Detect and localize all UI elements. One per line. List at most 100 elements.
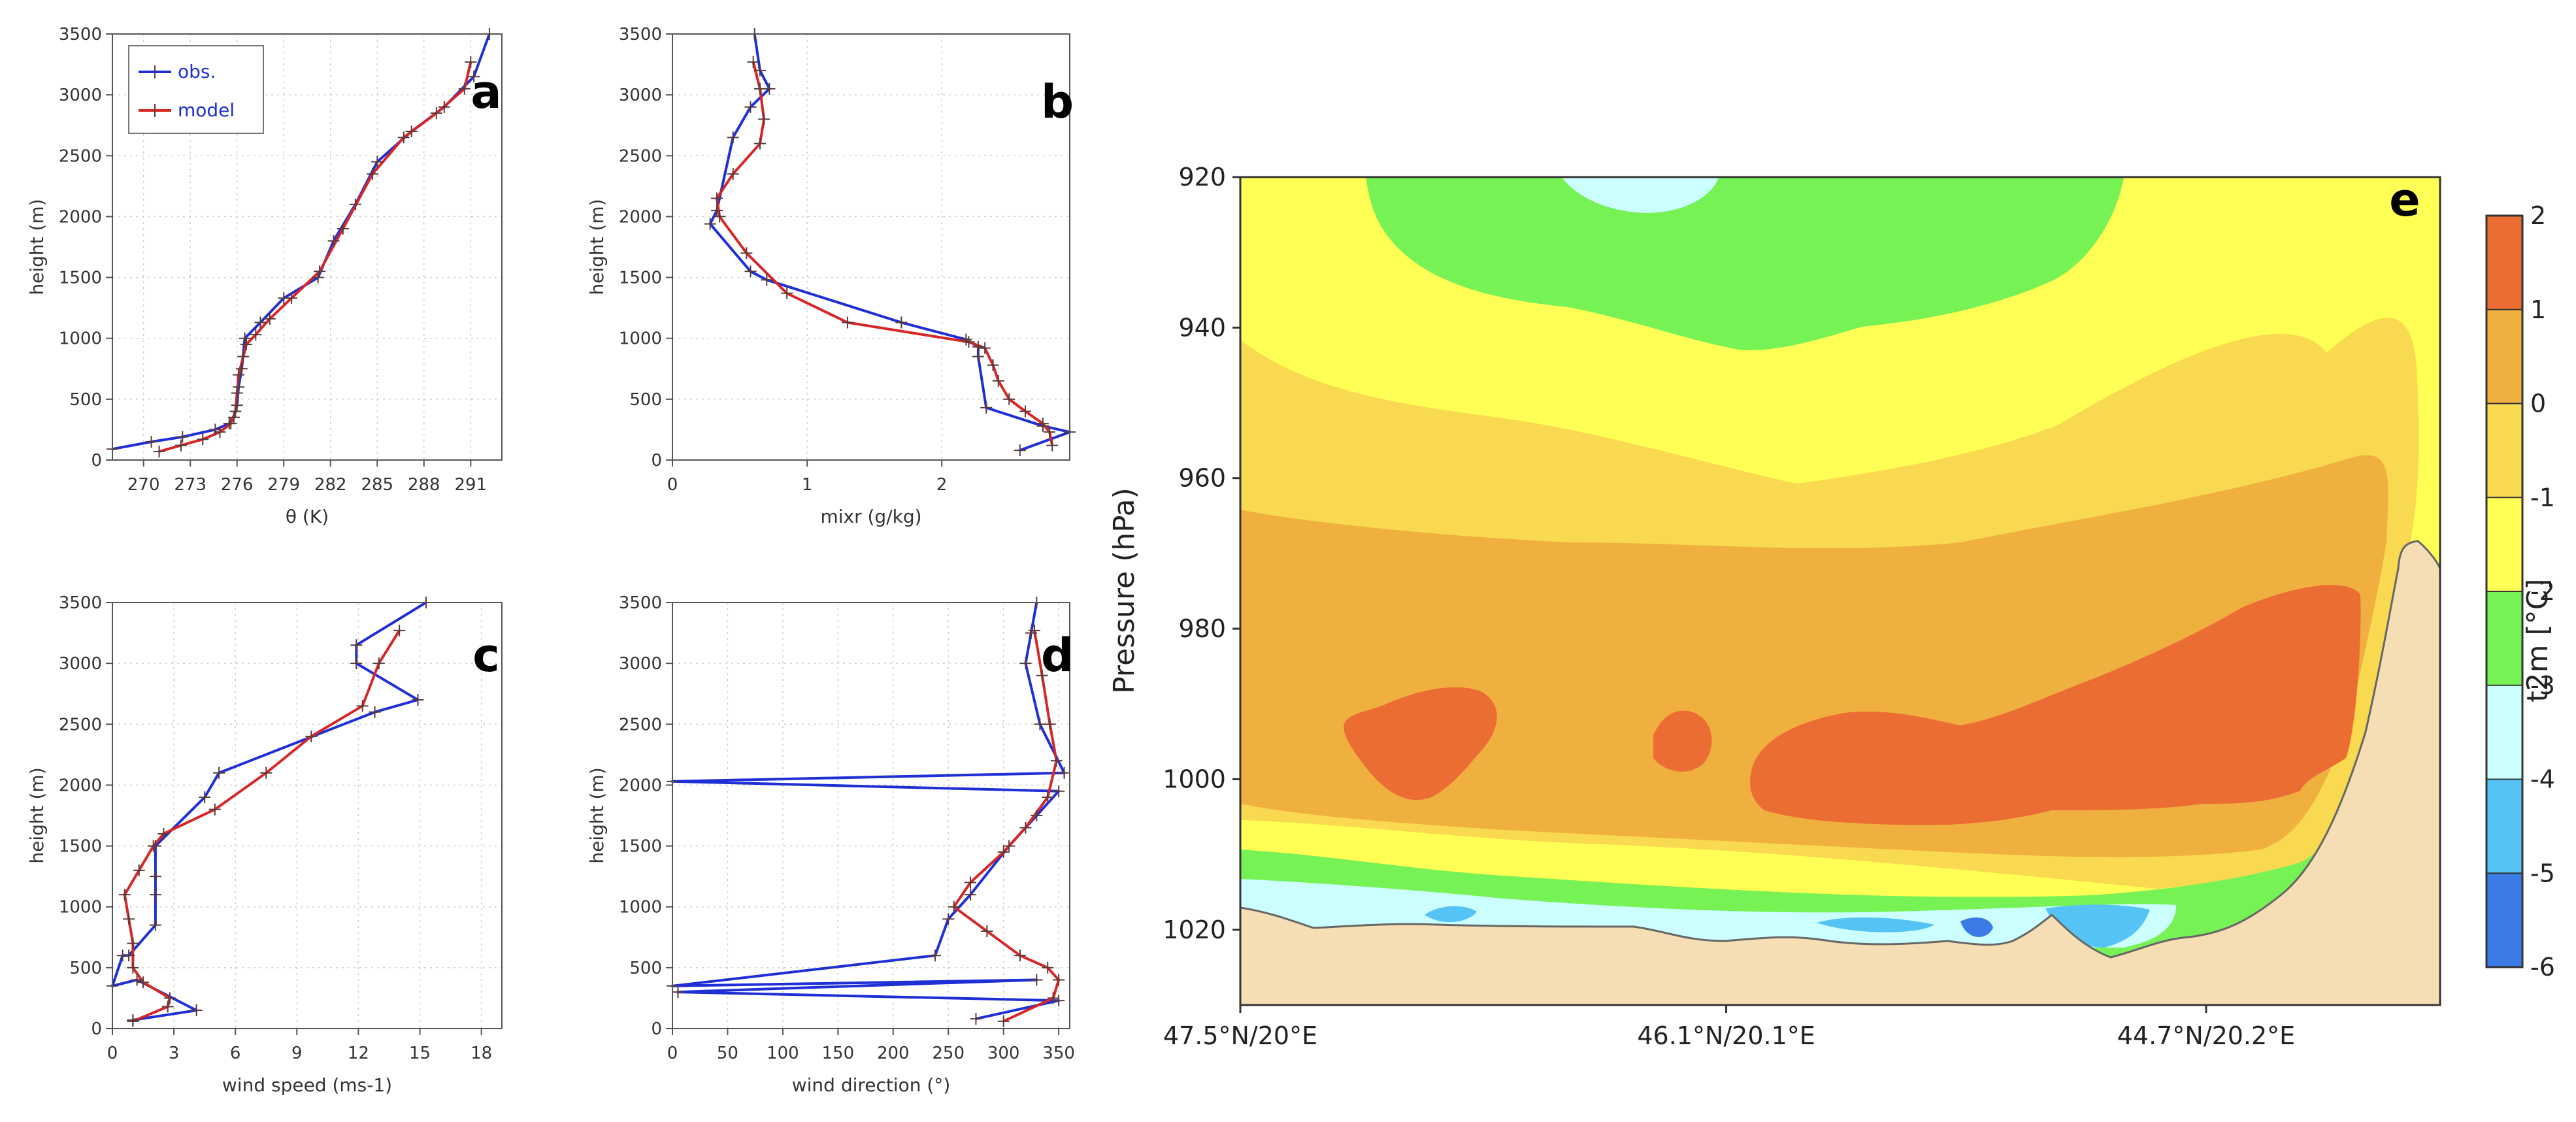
y-tick-labels: 0 500 1000 1500 2000 2500 3000 3500 [59,593,112,1039]
contour-band-minus6-to-minus5 [1960,917,1993,937]
y-tick-label: 2000 [59,776,102,795]
x-tick-label: 9 [291,1044,303,1063]
y-tick-label: 500 [69,390,102,410]
x-tick-label: 270 [127,475,160,495]
y-tick-label: 3500 [619,593,662,613]
panel-b-mixing-ratio-profile: 0 1 2 0 500 1000 1500 2000 2500 3000 3500 mixr (g… [586,25,1076,527]
y-axis-label: height (m) [26,199,48,295]
plot-frame [672,33,1070,461]
markers [704,28,1076,457]
panel-d-wind-direction-profile: 0 50 100 150 200 250 300 350 0 500 1000 1500 2000 25… [586,593,1075,1096]
x-tick-label: 18 [471,1044,492,1063]
plot-frame-e [1239,176,2441,1006]
x-tick-label: 288 [408,475,440,495]
y-tick-label-e: 1020 [1163,916,1226,944]
plot-frame [112,33,503,461]
series-lines [112,33,491,453]
colorbar-bin [2486,309,2522,404]
y-tick-label: 0 [91,1019,102,1039]
colorbar-tick-label: -4 [2530,765,2555,794]
colorbar-tick-label: -3 [2530,671,2555,700]
y-tick-label: 0 [651,1019,662,1039]
y-tick-label: 1000 [59,329,102,349]
y-axis-label-e: Pressure (hPa) [1108,487,1141,694]
x-tick-label: 273 [174,475,206,495]
contour-band-1-to-2-west [1344,687,1497,800]
gridlines [672,33,1070,461]
y-tick-label: 3000 [59,86,102,105]
x-tick-label: 3 [169,1044,180,1063]
x-tick-label: 300 [987,1044,1020,1063]
x-tick-label: 279 [267,475,300,495]
y-tick-label-e: 1000 [1163,765,1226,793]
contour-band-minus4-to-minus3-top [1562,177,1719,213]
colorbar-tick-label: 1 [2530,295,2546,324]
y-tick-label-e: 960 [1178,464,1226,493]
x-axis-label: θ (K) [286,506,329,527]
colorbar-bin [2486,685,2522,780]
x-tick-label: 15 [409,1044,431,1063]
y-tick-label: 500 [629,959,662,978]
x-tick-label-e: 46.1°N/20.1°E [1637,1021,1815,1050]
colorbar-bin [2486,591,2522,685]
colorbar-tick-label: 2 [2530,201,2546,230]
y-tick-label: 0 [91,451,102,470]
colorbar-tick-label: -5 [2530,859,2555,887]
y-tick-label-e: 980 [1178,614,1226,643]
panel-c-wind-speed-profile: 0 3 6 9 12 15 18 0500100015002000250030003500 … [26,593,503,1096]
y-tick-label: 1000 [619,898,662,917]
plot-frame [672,602,1070,1029]
y-axis-e: 920 940 960 980 1000 1020 [1163,163,1240,944]
series-line-model [952,630,1061,1023]
y-tick-label: 3500 [619,25,662,44]
y-axis-label: height (m) [586,199,608,295]
contour-band-1-to-2-central [1653,710,1712,772]
x-tick-label-e: 44.7°N/20.2°E [2117,1021,2295,1050]
colorbar-bin [2486,779,2522,874]
contour-band-minus5-to-minus4 [1425,904,2150,948]
x-tick-label: 50 [717,1044,738,1063]
colorbar-bin [2486,216,2522,310]
series-line-obs [671,602,1066,1021]
y-tick-label: 2500 [59,715,102,734]
terrain [1240,540,2440,1005]
x-tick-label: 0 [667,1044,678,1063]
x-tick-label: 100 [767,1044,799,1063]
x-tick-label: 0 [107,1044,118,1063]
colorbar-tick-label: -1 [2530,483,2555,512]
y-tick-label: 500 [69,959,102,978]
panel-a-theta-profile: 270 273 276 279 282 285 288 291 0 500 1000 1500 200… [26,25,503,527]
y-tick-label: 0 [651,451,662,470]
x-tick-label: 2 [936,475,948,495]
x-tick-label: 282 [314,475,347,495]
x-tick-label: 285 [361,475,393,495]
panel-label-b: b [1041,75,1074,129]
y-tick-label: 3000 [619,654,662,674]
y-tick-label: 2500 [619,715,662,734]
legend: obs. model [128,45,264,134]
x-tick-label: 150 [822,1044,855,1063]
colorbar-bin [2486,873,2522,967]
x-axis-label: mixr (g/kg) [820,506,921,527]
y-tick-labels: 0 500 1000 1500 2000 2500 3000 3500 [59,25,112,470]
x-tick-labels: 0 1 2 [667,460,948,495]
y-tick-label: 2500 [59,146,102,166]
series-line-obs [708,33,1071,452]
panel-label-a: a [471,65,501,119]
colorbar: 2 1 0 -1 -2 -3 -4 -5 -6 [2485,201,2555,982]
plot-frame [112,602,503,1029]
panel-label-c: c [472,629,500,682]
y-tick-label: 3000 [59,654,102,674]
x-tick-label: 12 [348,1044,369,1063]
y-tick-label: 2000 [619,207,662,227]
x-tick-label: 0 [667,475,678,495]
x-axis-label: wind speed (ms-1) [222,1074,392,1096]
y-tick-label: 1000 [619,329,662,349]
colorbar-tick-label: -2 [2530,577,2555,606]
x-tick-label: 250 [932,1044,965,1063]
markers [107,28,495,457]
y-tick-label: 2500 [619,146,662,166]
y-tick-label: 500 [629,390,662,410]
gridlines [672,602,1070,1029]
